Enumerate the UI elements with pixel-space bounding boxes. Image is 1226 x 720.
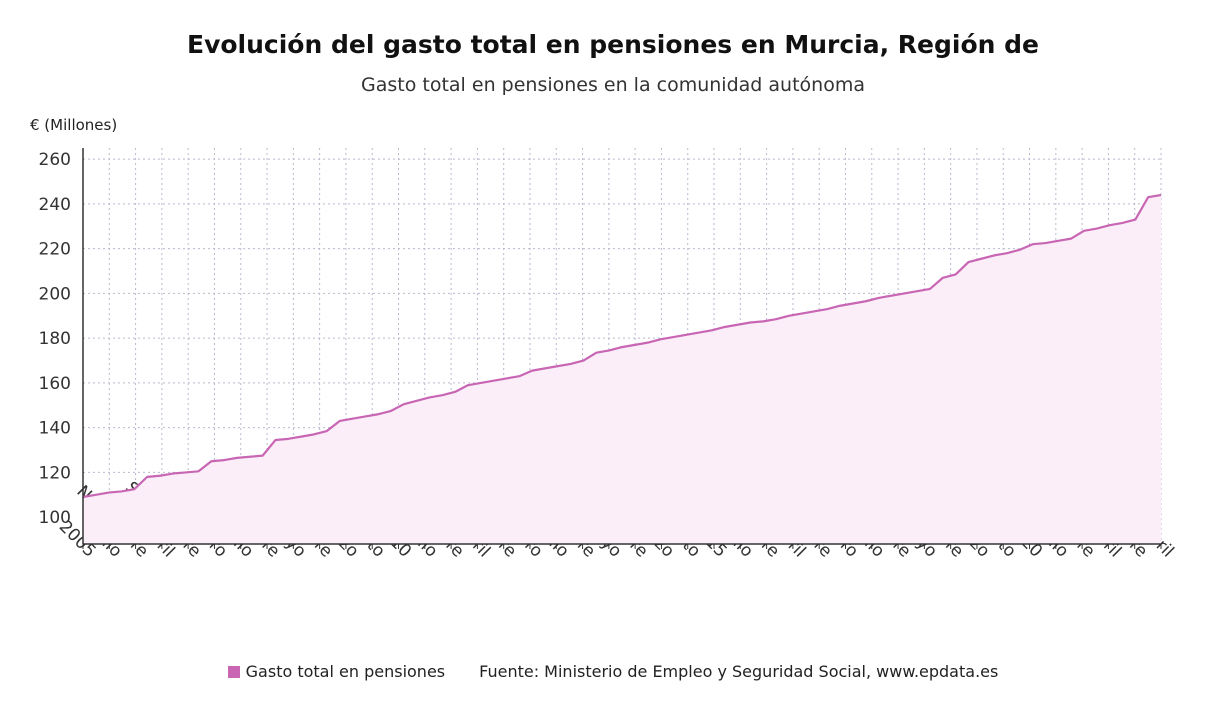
series-area: [83, 194, 1161, 545]
y-tick-label: 100: [39, 508, 71, 528]
y-tick-label: 120: [39, 463, 71, 483]
legend-label: Gasto total en pensiones: [245, 662, 446, 681]
series-line: [82, 193, 1162, 499]
chart-title: Evolución del gasto total en pensiones e…: [187, 30, 1039, 59]
y-tick-label: 160: [39, 374, 71, 394]
y-tick-label: 240: [39, 195, 71, 215]
y-tick-label: 220: [39, 240, 71, 260]
line-chart: 1001201401601802002202402602005JunioNovi…: [39, 148, 1178, 562]
y-tick-label: 260: [39, 150, 71, 170]
y-tick-label: 180: [39, 329, 71, 349]
legend-swatch: [227, 666, 240, 678]
source-text: Fuente: Ministerio de Empleo y Seguridad…: [479, 662, 999, 681]
chart-footer: Gasto total en pensiones Fuente: Minister…: [0, 662, 1226, 681]
y-tick-label: 140: [39, 419, 71, 439]
y-tick-label: 200: [39, 284, 71, 304]
legend-item: Gasto total en pensiones: [227, 662, 446, 681]
chart-subtitle: Gasto total en pensiones en la comunidad…: [361, 74, 865, 96]
y-axis-label: € (Millones): [30, 116, 118, 134]
